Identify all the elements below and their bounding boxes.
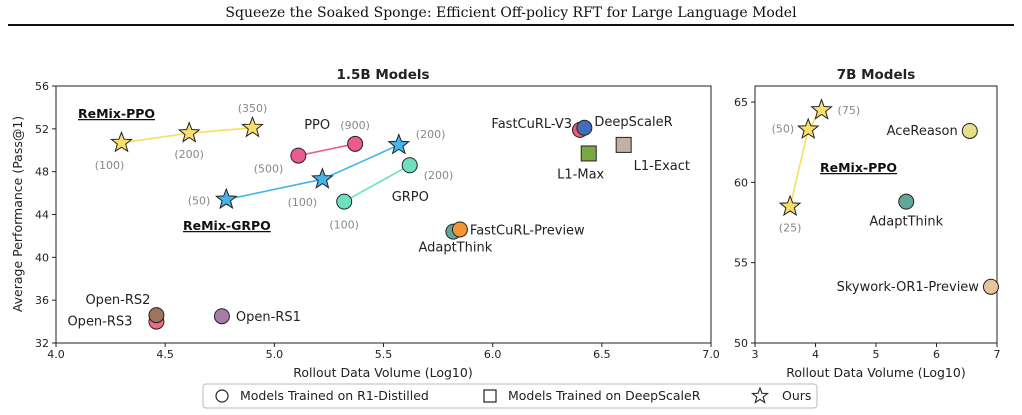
panel-2-x-axis-label: Rollout Data Volume (Log10)	[786, 365, 965, 380]
point-adaptthink	[898, 193, 915, 210]
panel-1-x-axis-label: Rollout Data Volume (Log10)	[293, 365, 472, 380]
star-point-point-0-15	[241, 115, 264, 138]
chart-marks: 4.0 4.5 5.0 5.5 6.0 6.5 7.032364044485256Open-…	[35, 80, 1001, 361]
legend-label-ours: Ours	[782, 388, 811, 403]
y-tick-label: 40	[35, 251, 49, 264]
point-ppo	[347, 135, 364, 152]
label-l1-exact: L1-Exact	[634, 159, 690, 174]
annotation-ppo: (900)	[340, 119, 370, 132]
x-tick-label: 3	[752, 348, 759, 361]
star-point-point-1-0	[778, 194, 802, 217]
label-ppo: PPO	[304, 118, 330, 133]
y-tick-label: 44	[35, 209, 49, 222]
annotation-point-0-5: (100)	[329, 219, 359, 232]
annotation-point-0-14: (200)	[174, 148, 204, 161]
y-axis-label: Average Performance (Pass@1)	[10, 116, 25, 312]
x-tick-label: 7.0	[702, 348, 720, 361]
star-point-point-0-13	[110, 130, 133, 153]
point-acereason	[961, 122, 978, 139]
label-open-rs2: Open-RS2	[85, 293, 150, 308]
point-open-rs2	[148, 307, 165, 324]
label-grpo: GRPO	[392, 190, 429, 205]
x-tick-label: 7	[994, 348, 1001, 361]
label-acereason: AceReason	[887, 124, 958, 139]
label-open-rs3: Open-RS3	[67, 315, 132, 330]
x-tick-label: 4.5	[156, 348, 174, 361]
star-point-point-0-14	[177, 121, 201, 143]
x-tick-label: 4	[812, 348, 819, 361]
x-tick-label: 5	[873, 348, 880, 361]
y-tick-label: 52	[35, 123, 49, 136]
label-fastcurl-v3: FastCuRL-V3	[491, 117, 572, 132]
label-l1-max: L1-Max	[557, 167, 604, 182]
annotation-point-0-17: (100)	[288, 196, 318, 209]
star-point-point-0-17	[311, 167, 334, 189]
legend-star-icon	[750, 386, 770, 404]
legend-square-icon	[483, 389, 497, 403]
star-point-point-1-1	[796, 117, 820, 140]
header-rule	[8, 24, 1014, 26]
point-fastcurl-preview	[451, 221, 468, 238]
annotation-point-0-3: (500)	[254, 163, 284, 176]
label-fastcurl-preview: FastCuRL-Preview	[470, 223, 585, 238]
y-tick-label: 32	[35, 337, 49, 350]
remix-ppo-label-7b: ReMix-PPO	[820, 160, 897, 175]
star-point-point-0-16	[214, 187, 238, 210]
star-point-point-0-18	[387, 132, 411, 155]
remix-grpo-label-1p5b: ReMix-GRPO	[183, 218, 271, 233]
y-tick-label: 65	[734, 96, 748, 109]
point-grpo	[401, 157, 418, 174]
panel-1-title: 1.5B Models	[336, 67, 429, 83]
legend-circle-icon	[215, 389, 229, 403]
x-tick-label: 6.5	[593, 348, 611, 361]
point-l1-max	[580, 145, 597, 162]
x-tick-label: 4.0	[47, 348, 65, 361]
x-tick-label: 6	[933, 348, 940, 361]
point-l1-exact	[615, 136, 632, 153]
annotation-point-1-0: (25)	[779, 221, 802, 234]
legend-box	[202, 383, 818, 409]
label-deepscaler: DeepScaleR	[594, 115, 672, 130]
label-open-rs1: Open-RS1	[236, 310, 301, 325]
page-header-title: Squeeze the Soaked Sponge: Efficient Off…	[225, 5, 797, 21]
star-point-point-1-2	[810, 98, 833, 120]
y-tick-label: 48	[35, 166, 49, 179]
point-point-0-3	[290, 147, 307, 164]
y-tick-label: 60	[734, 176, 748, 189]
annotation-point-1-1: (50)	[772, 122, 795, 135]
legend-label-deepscaler: Models Trained on DeepScaleR	[508, 388, 701, 403]
legend-label-r1-distilled: Models Trained on R1-Distilled	[240, 388, 429, 403]
x-tick-label: 5.5	[375, 348, 393, 361]
annotation-point-0-18: (200)	[416, 128, 446, 141]
series-connector-line	[298, 143, 356, 157]
point-point-0-5	[336, 193, 353, 210]
series-connector-line	[343, 164, 411, 203]
point-deepscaler	[576, 119, 593, 136]
y-tick-label: 36	[35, 294, 49, 307]
annotation-grpo: (200)	[424, 169, 454, 182]
label-adaptthink: AdaptThink	[418, 241, 492, 256]
annotation-point-0-15: (350)	[238, 102, 268, 115]
label-adaptthink: AdaptThink	[869, 215, 943, 230]
point-skywork-or1-preview	[982, 278, 999, 295]
y-tick-label: 56	[35, 80, 49, 93]
annotation-point-1-2: (75)	[838, 104, 861, 117]
annotation-point-0-13: (100)	[95, 159, 125, 172]
annotation-point-0-16: (50)	[188, 195, 211, 208]
label-skywork-or1-preview: Skywork-OR1-Preview	[837, 280, 980, 295]
remix-ppo-label-1p5b: ReMix-PPO	[78, 106, 155, 121]
point-open-rs1	[213, 308, 230, 325]
panel-2-title: 7B Models	[837, 67, 916, 83]
legend-marks	[215, 386, 770, 404]
y-tick-label: 55	[734, 257, 748, 270]
x-tick-label: 6.0	[484, 348, 502, 361]
x-tick-label: 5.0	[266, 348, 284, 361]
y-tick-label: 50	[734, 337, 748, 350]
